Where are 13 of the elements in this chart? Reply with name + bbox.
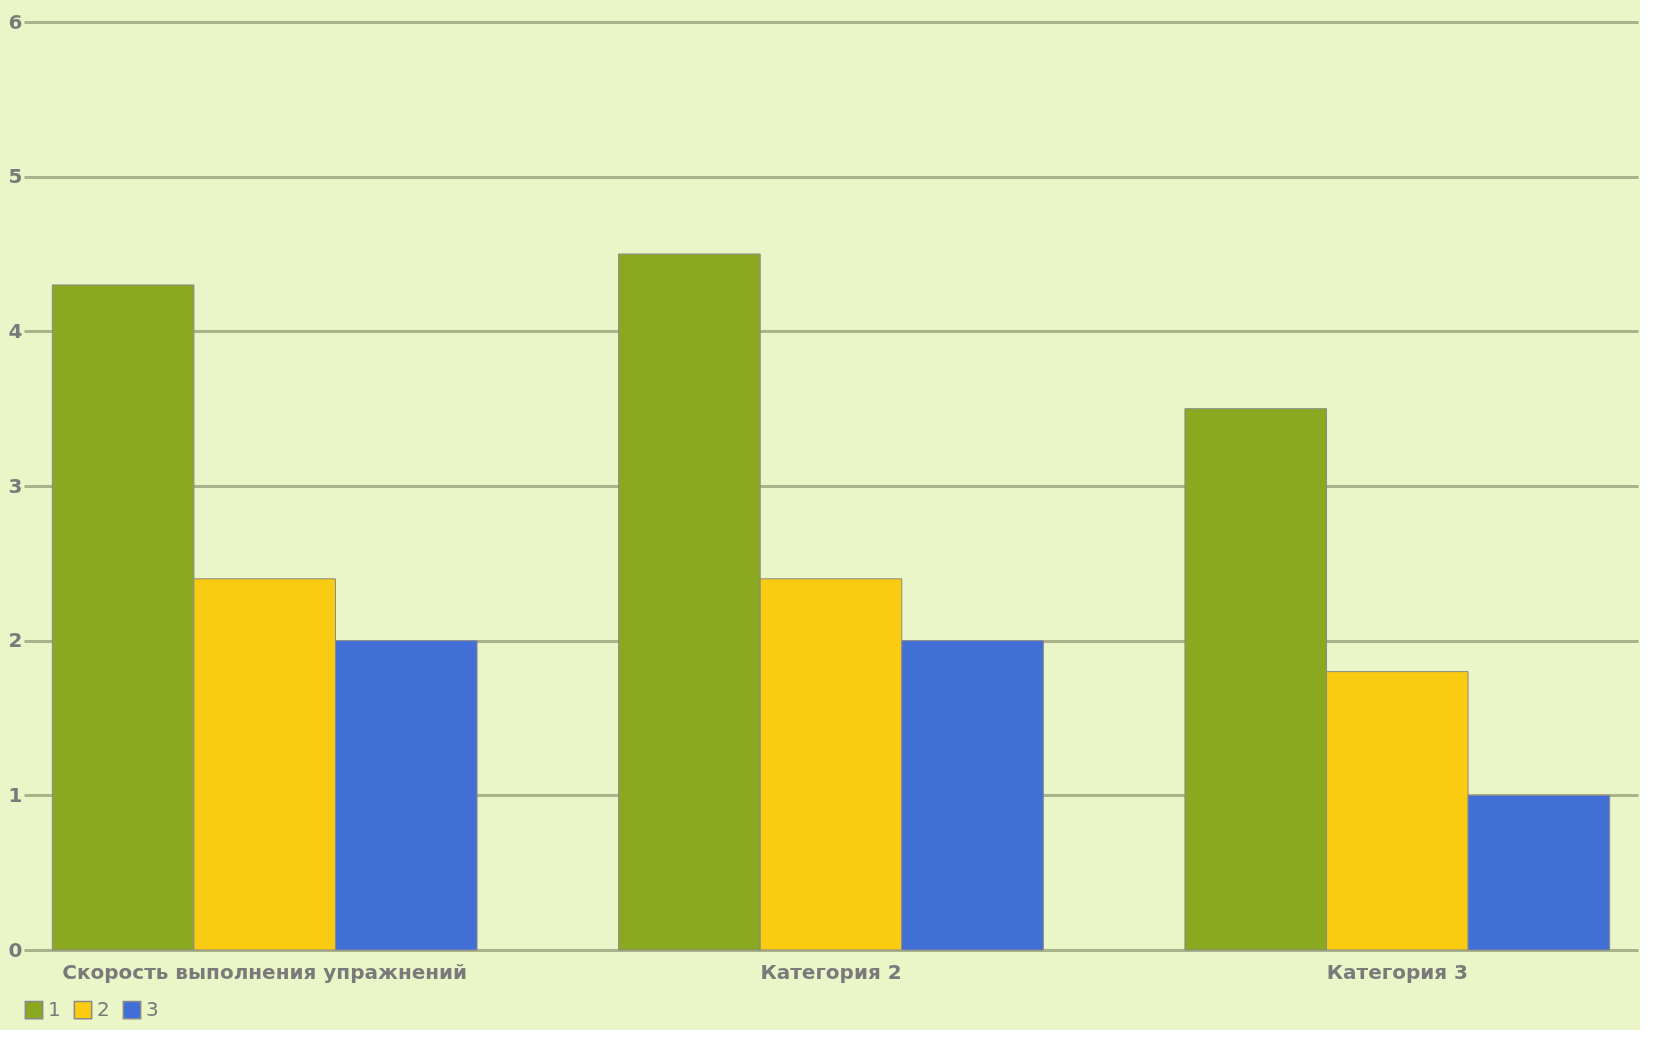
- y-tick-label: 5: [8, 164, 23, 189]
- x-tick-label: Скорость выполнения упражнений: [62, 959, 468, 984]
- y-tick-label: 3: [8, 473, 23, 498]
- y-tick-label: 4: [8, 318, 23, 343]
- y-tick-label: 1: [8, 782, 23, 807]
- y-tick-label: 2: [8, 628, 23, 653]
- x-tick-label: Категория 2: [760, 959, 902, 984]
- legend-label: 3: [146, 997, 159, 1022]
- legend-label: 1: [48, 997, 61, 1022]
- y-tick-label: 6: [8, 9, 23, 34]
- x-tick-label: Категория 3: [1326, 959, 1468, 984]
- legend-label: 2: [97, 997, 110, 1022]
- y-tick-label: 0: [8, 937, 23, 962]
